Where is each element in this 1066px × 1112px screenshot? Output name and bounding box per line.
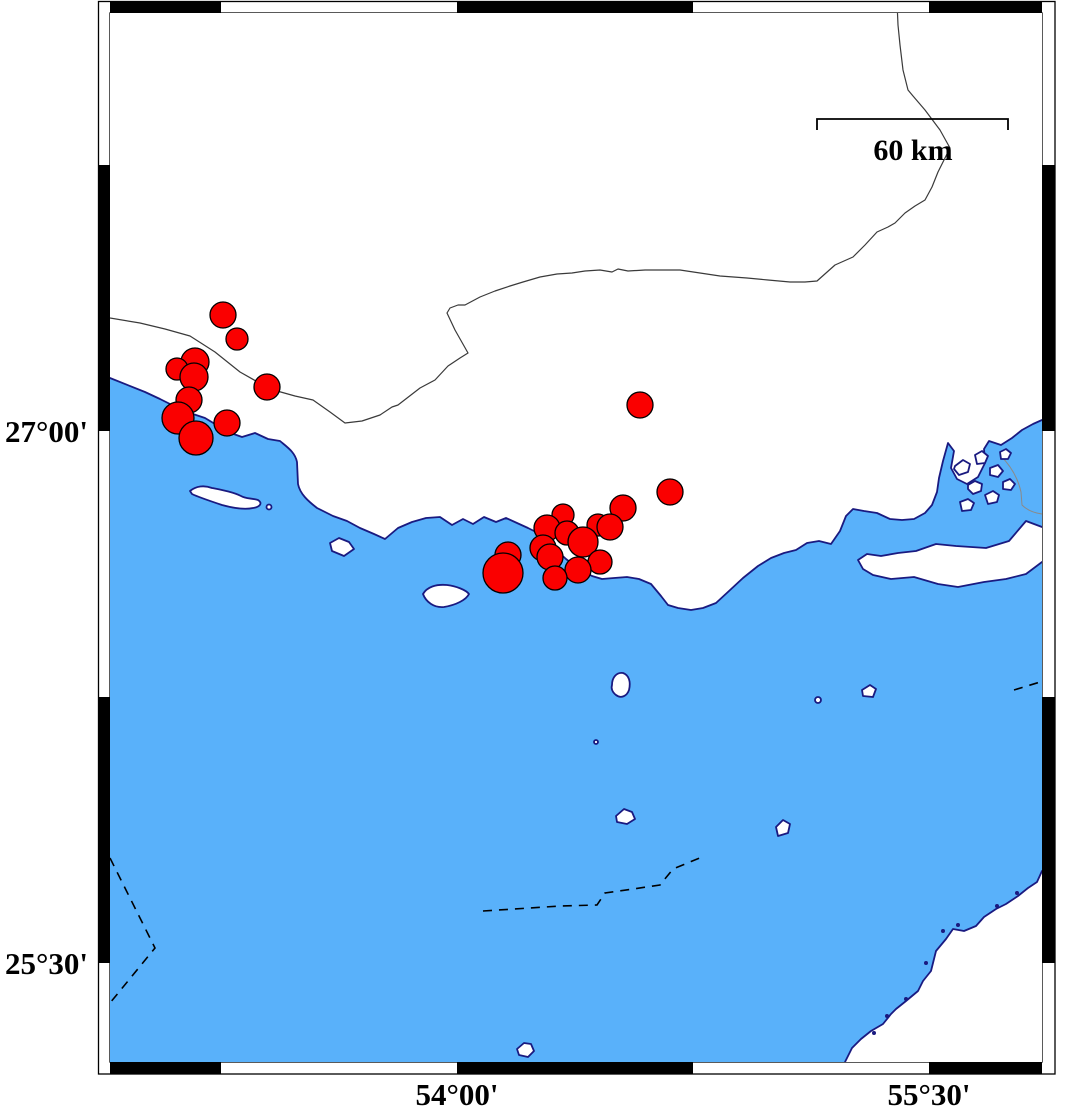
longitude-label-54-00: 54°00'	[415, 1077, 498, 1112]
frame-black-segments	[99, 2, 1055, 1074]
bay-islet	[1002, 478, 1016, 491]
secondary-boundary-line	[999, 454, 1042, 515]
maritime-boundary-west	[110, 857, 156, 1004]
bay-islet	[953, 459, 971, 476]
epicenter-marker	[609, 494, 637, 522]
epicenter-marker	[213, 409, 241, 437]
epicenter-marker	[626, 391, 654, 419]
bay-islet	[989, 464, 1004, 478]
bay-islet	[967, 480, 983, 495]
island	[516, 1042, 535, 1058]
bay-islet	[999, 448, 1012, 460]
epicenter-marker	[542, 565, 568, 591]
island	[189, 485, 262, 510]
qeshm-island-coastline	[857, 520, 1042, 588]
musandam-coastline	[844, 870, 1042, 1062]
epicenter-marker	[179, 362, 209, 392]
epicenter-marker	[564, 556, 592, 584]
coastal-islets	[872, 891, 1019, 1035]
islands	[189, 448, 1016, 1058]
epicenter-marker	[209, 301, 237, 329]
maritime-boundary-east	[1013, 680, 1042, 691]
epicenter-marker	[225, 327, 249, 351]
scale-bar: 60 km	[816, 118, 1009, 167]
bay-islet	[959, 498, 975, 512]
island	[329, 537, 355, 557]
islet	[593, 739, 599, 745]
bay-islet	[974, 450, 989, 465]
island	[861, 684, 877, 698]
islet	[814, 696, 822, 704]
latitude-label-27-00: 27°00'	[5, 414, 88, 449]
longitude-label-55-30: 55°30'	[887, 1077, 970, 1112]
maritime-boundary-central	[482, 856, 703, 912]
island	[615, 808, 636, 825]
epicenter-marker	[178, 420, 214, 456]
latitude-label-25-30: 25°30'	[5, 946, 88, 981]
maritime-boundary-dashed	[110, 680, 1042, 1004]
epicenter-marker	[253, 373, 281, 401]
island	[775, 819, 791, 837]
scale-bar-label: 60 km	[873, 134, 952, 167]
island	[610, 672, 631, 698]
epicenter-marker	[482, 552, 524, 594]
epicenter-layer	[161, 301, 684, 594]
epicenter-marker	[567, 526, 599, 558]
island	[422, 583, 470, 608]
islet	[265, 503, 273, 511]
bay-islet	[984, 490, 1000, 505]
epicenter-marker	[656, 478, 684, 506]
epicenter-marker	[596, 513, 624, 541]
political-boundary-line	[110, 13, 951, 424]
